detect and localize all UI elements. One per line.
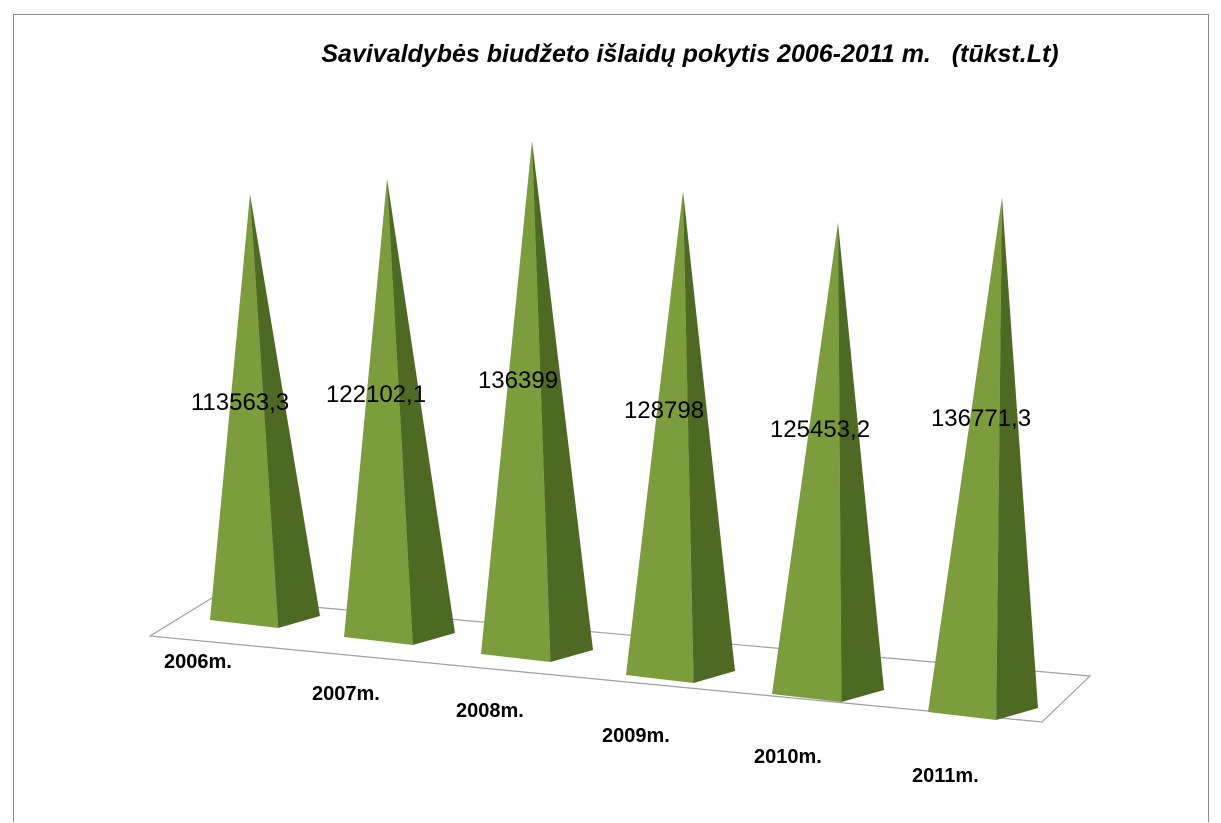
data-label: 128798 bbox=[624, 397, 704, 424]
x-tick-label: 2010m. bbox=[754, 746, 822, 768]
x-tick-label: 2007m. bbox=[312, 683, 380, 705]
pyramid-front-2011m. bbox=[928, 197, 1002, 720]
pyramid-side-2010m. bbox=[838, 222, 884, 703]
x-tick-label: 2011m. bbox=[912, 765, 979, 787]
pyramid-front-2007m. bbox=[344, 178, 413, 645]
pyramid-side-2006m. bbox=[250, 194, 320, 629]
x-tick-label: 2006m. bbox=[164, 651, 232, 673]
data-label: 136399 bbox=[478, 367, 558, 394]
data-label: 125453,2 bbox=[770, 416, 870, 443]
chart-frame bbox=[13, 14, 1209, 822]
pyramid-side-2008m. bbox=[532, 140, 593, 662]
chart-title: Savivaldybės biudžeto išlaidų pokytis 20… bbox=[321, 40, 1059, 68]
pyramid-side-2011m. bbox=[996, 197, 1038, 720]
data-label: 136771,3 bbox=[931, 405, 1031, 432]
pyramid-front-2008m. bbox=[481, 140, 551, 662]
x-tick-label: 2009m. bbox=[602, 725, 670, 747]
pyramid-side-2007m. bbox=[387, 178, 455, 645]
data-label: 113563,3 bbox=[191, 389, 289, 416]
x-tick-label: 2008m. bbox=[456, 700, 524, 722]
pyramid-side-2009m. bbox=[683, 190, 735, 683]
data-label: 122102,1 bbox=[326, 381, 426, 408]
pyramid-front-2009m. bbox=[626, 190, 694, 683]
pyramid-front-2006m. bbox=[210, 194, 279, 629]
pyramid-front-2010m. bbox=[772, 222, 842, 703]
